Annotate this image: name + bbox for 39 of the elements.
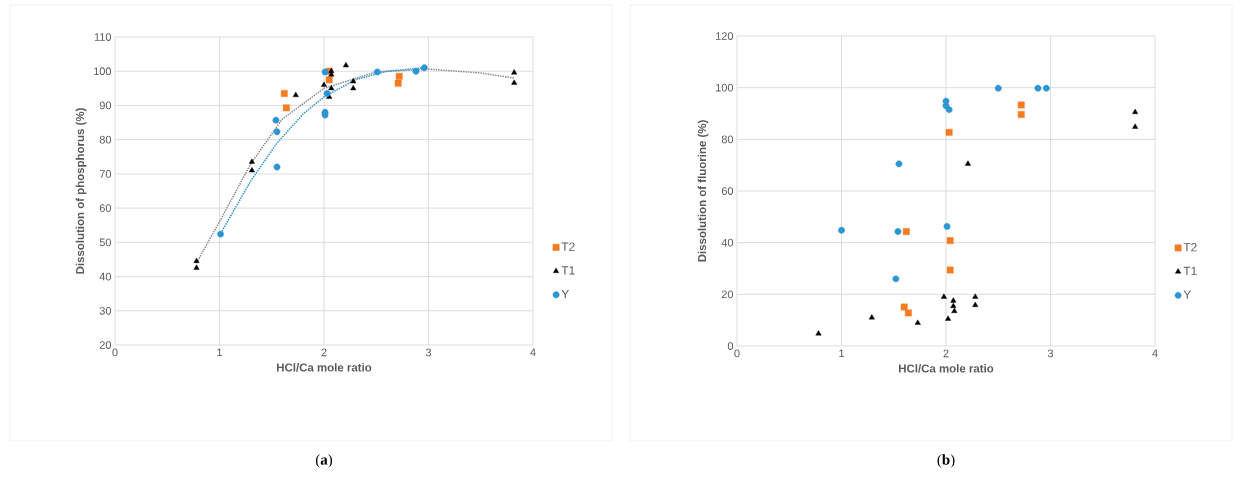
y-tick-label: 20 [721,290,734,299]
legend-label: T1 [1183,266,1197,276]
y-tick-label: 70 [99,170,112,178]
y-tick-label: 90 [99,101,112,110]
y-tick-label: 40 [721,238,734,247]
y-tick-label: 80 [721,135,734,144]
y-tick-label: 110 [94,33,112,41]
y-tick-label: 60 [99,204,112,212]
x-axis-title: HCl/Ca mole ratio [899,364,994,373]
legend-label: Y [561,289,569,299]
x-tick-label: 4 [1152,349,1158,358]
y-tick-label: 30 [99,306,112,315]
y-tick-label: 40 [99,272,112,281]
y-tick-label: 100 [94,67,112,76]
y-tick-label: 0 [727,342,734,350]
y-tick-label: 60 [721,187,734,195]
y-axis-title: Dissolution of fluorine (%) [697,120,709,262]
text: (b) [937,454,955,468]
legend-label: Y [1183,290,1191,299]
y-tick-label: 100 [716,83,734,92]
y-axis-title: Dissolution of phosphorus (%) [75,108,87,274]
x-tick-label: 2 [943,349,949,358]
y-tick-label: 50 [99,238,112,247]
legend-label: T2 [1183,243,1197,252]
y-tick-label: 20 [99,341,112,349]
legend-label: T2 [561,242,575,251]
x-tick-label: 0 [734,349,740,358]
x-tick-label: 3 [1047,349,1054,358]
text: (a) [315,454,333,468]
x-tick-label: 1 [217,348,223,357]
x-tick-label: 4 [530,348,536,357]
y-tick-label: 80 [99,135,112,144]
y-tick-label: 120 [716,32,734,40]
x-axis-title: HCl/Ca mole ratio [277,363,372,372]
x-tick-label: 2 [321,348,327,357]
x-tick-label: 0 [112,348,118,357]
legend-label: T1 [561,266,575,275]
x-tick-label: 1 [839,349,845,358]
x-tick-label: 3 [425,348,432,357]
